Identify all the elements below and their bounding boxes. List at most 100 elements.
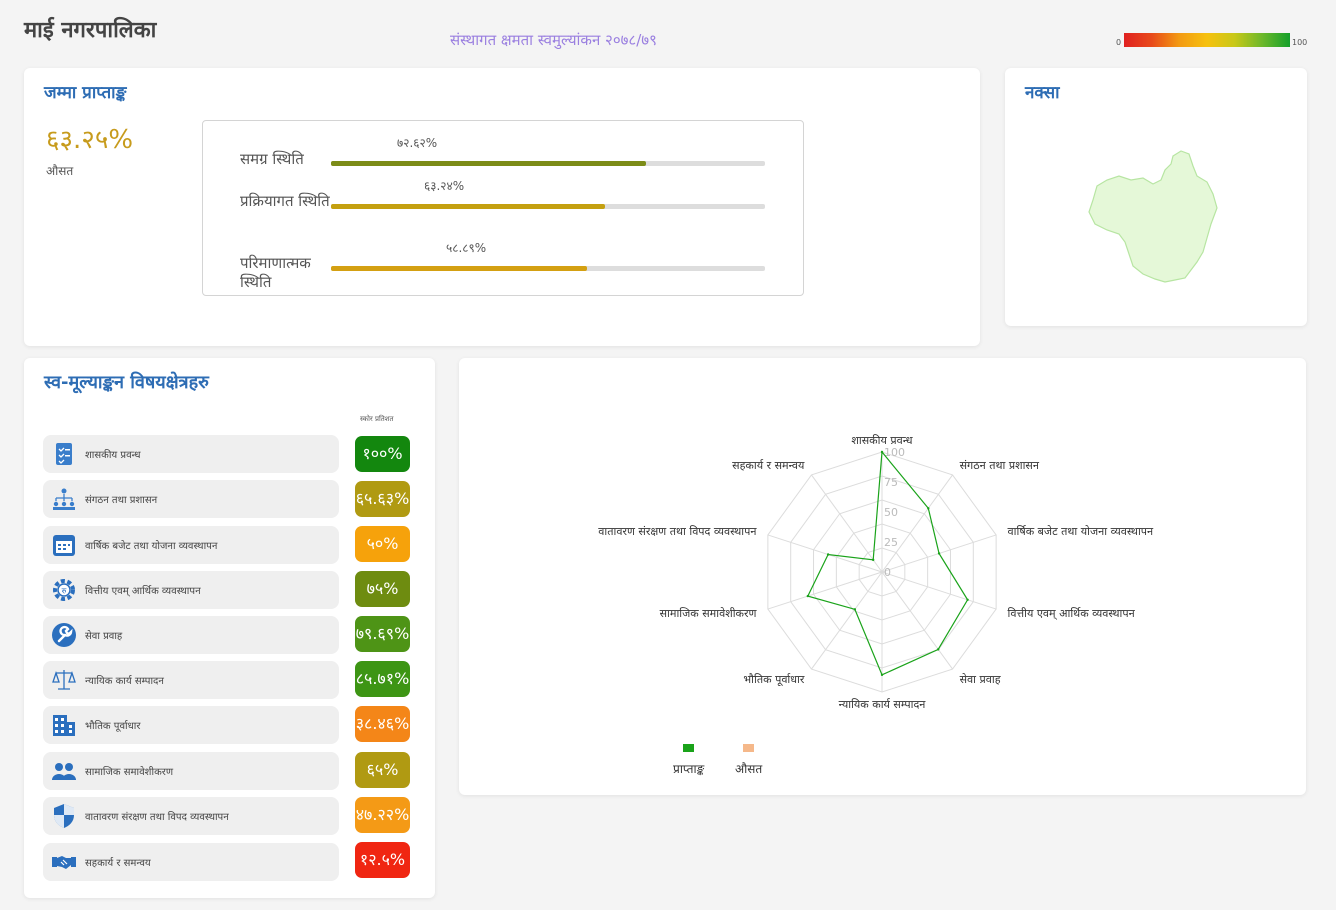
domain-row-judicial[interactable]: न्यायिक कार्य सम्पादन [43, 661, 339, 699]
radar-axis-label: सहकार्य र समन्वय [732, 459, 805, 472]
radar-point [880, 450, 884, 454]
municipality-map[interactable] [1085, 146, 1225, 290]
radar-axis-label: वित्तीय एवम् आर्थिक व्यवस्थापन [1008, 607, 1136, 620]
radar-axis-label: सेवा प्रवाह [960, 673, 1001, 686]
domain-label: सामाजिक समावेशीकरण [85, 767, 174, 778]
breakdown-value: ५८.८९% [446, 241, 487, 255]
radar-spoke [811, 474, 883, 573]
radar-tick-label: 50 [884, 506, 898, 519]
domain-row-inclusion[interactable]: सामाजिक समावेशीकरण [43, 752, 339, 790]
domains-card-title: स्व-मूल्याङ्कन विषयक्षेत्रहरु [44, 372, 209, 393]
finance-gear-icon: रु [53, 579, 75, 601]
domain-score-badge: ६५% [355, 752, 410, 788]
domain-score-badge: ७९.६९% [355, 616, 410, 652]
map-card: नक्सा [1005, 68, 1307, 326]
scale-max-label: 100 [1292, 38, 1308, 47]
radar-point [927, 507, 930, 510]
radar-spoke [767, 571, 883, 610]
svg-text:रु: रु [62, 587, 67, 596]
domain-row-environment[interactable]: वातावरण संरक्षण तथा विपद व्यवस्थापन [43, 797, 339, 835]
radar-spoke [811, 571, 883, 670]
domain-row-coordination[interactable]: सहकार्य र समन्वय [43, 843, 339, 881]
total-percent: ६३.२५% [46, 125, 134, 155]
radar-point [966, 598, 969, 602]
calendar-icon [53, 535, 75, 556]
radar-axis-label: सामाजिक समावेशीकरण [660, 607, 758, 620]
header: माई नगरपालिका संस्थागत क्षमता स्वमुल्यां… [0, 0, 1336, 64]
radar-point [806, 594, 810, 598]
radar-point [937, 552, 941, 555]
breakdown-fill [331, 266, 587, 271]
domain-row-organization[interactable]: संगठन तथा प्रशासन [43, 480, 339, 518]
breakdown-fill [331, 161, 647, 166]
domain-score-badge: ३८.४६% [355, 706, 410, 742]
radar-point [826, 553, 830, 556]
radar-spoke [881, 474, 953, 573]
legend-swatch [683, 744, 695, 752]
app-title: माई नगरपालिका [24, 18, 157, 43]
radar-tick-label: 100 [884, 446, 905, 459]
radar-point [853, 608, 857, 611]
domain-row-infrastructure[interactable]: भौतिक पूर्वाधार [43, 706, 339, 744]
domain-label: भौतिक पूर्वाधार [85, 721, 141, 732]
domain-label: न्यायिक कार्य सम्पादन [85, 676, 164, 687]
radar-axis-label: न्यायिक कार्य सम्पादन [839, 698, 927, 711]
score-column-header: स्कोर प्रतिशत [360, 415, 394, 423]
radar-axis-label: शासकीय प्रवन्ध [851, 434, 912, 447]
breakdown-label: परिमाणात्मक स्थिति [240, 254, 311, 291]
breakdown-track [331, 266, 765, 271]
radar-spoke [881, 571, 997, 610]
page-subtitle: संस्थागत क्षमता स्वमुल्यांकन २०७८/७९ [450, 31, 657, 49]
wrench-icon [52, 623, 76, 647]
domain-score-badge: ४७.२२% [355, 797, 410, 833]
people-icon [52, 763, 76, 780]
radar-spoke [767, 534, 883, 573]
domain-score-badge: १००% [355, 436, 410, 472]
radar-tick-label: 75 [884, 476, 898, 489]
legend-item-average[interactable]: औसत [735, 744, 762, 777]
breakdown-row-process: ६३.२४% प्रक्रियागत स्थिति [203, 172, 805, 222]
radar-point [871, 558, 875, 562]
radar-axis-label: भौतिक पूर्वाधार [743, 673, 804, 687]
domain-label: वित्तीय एवम् आर्थिक व्यवस्थापन [85, 586, 201, 597]
radar-tick-label: 25 [884, 536, 898, 549]
legend-swatch [743, 744, 755, 752]
legend-label: औसत [735, 762, 763, 776]
map-card-title: नक्सा [1025, 83, 1060, 103]
radar-axis-label: वातावरण संरक्षण तथा विपद व्यवस्थापन [598, 525, 757, 538]
radar-point [937, 648, 940, 651]
breakdown-track [331, 161, 765, 166]
domain-label: सेवा प्रवाह [85, 631, 123, 642]
domain-row-service[interactable]: सेवा प्रवाह [43, 616, 339, 654]
domain-row-finance[interactable]: रु वित्तीय एवम् आर्थिक व्यवस्थापन [43, 571, 339, 609]
domain-score-badge: ७५% [355, 571, 410, 607]
domain-label: संगठन तथा प्रशासन [85, 495, 158, 506]
radar-chart-card: 0 25 50 75 100 शासकीय प्रवन्ध संगठन तथा प्रशास… [459, 358, 1306, 795]
domain-row-governance[interactable]: शासकीय प्रवन्ध [43, 435, 339, 473]
breakdown-track [331, 204, 765, 209]
scale-min-label: 0 [1116, 38, 1122, 47]
radar-point [880, 673, 884, 677]
domain-label: सहकार्य र समन्वय [85, 858, 151, 869]
domain-row-budget[interactable]: वार्षिक बजेट तथा योजना व्यवस्थापन [43, 526, 339, 564]
breakdown-row-overall: ७२.६२% समग्र स्थिति [203, 129, 805, 179]
checklist-icon [56, 443, 72, 465]
radar-axis-label: वार्षिक बजेट तथा योजना व्यवस्थापन [1008, 525, 1155, 538]
domains-card: स्व-मूल्याङ्कन विषयक्षेत्रहरु स्कोर प्रत… [24, 358, 435, 898]
radar-tick-label: 0 [884, 566, 891, 579]
scales-icon [52, 670, 76, 690]
org-chart-icon [53, 488, 75, 510]
total-card-title: जम्मा प्राप्ताङ्क [44, 83, 127, 103]
shield-icon [54, 804, 74, 828]
domain-label: वातावरण संरक्षण तथा विपद व्यवस्थापन [85, 812, 229, 823]
domain-score-badge: ६५.६३% [355, 481, 410, 517]
breakdown-value: ७२.६२% [397, 136, 438, 150]
legend-item-achieved[interactable]: प्राप्ताङ्क [673, 744, 704, 777]
domain-label: वार्षिक बजेट तथा योजना व्यवस्थापन [85, 541, 218, 552]
domain-score-badge: ८५.७१% [355, 661, 410, 697]
breakdown-row-quantitative: ५८.८९% परिमाणात्मक स्थिति [203, 235, 805, 291]
domain-label: शासकीय प्रवन्ध [85, 450, 141, 461]
radar-axis-label: संगठन तथा प्रशासन [960, 459, 1040, 472]
score-breakdown-box: ७२.६२% समग्र स्थिति ६३.२४% प्रक्रियागत स… [202, 120, 804, 296]
